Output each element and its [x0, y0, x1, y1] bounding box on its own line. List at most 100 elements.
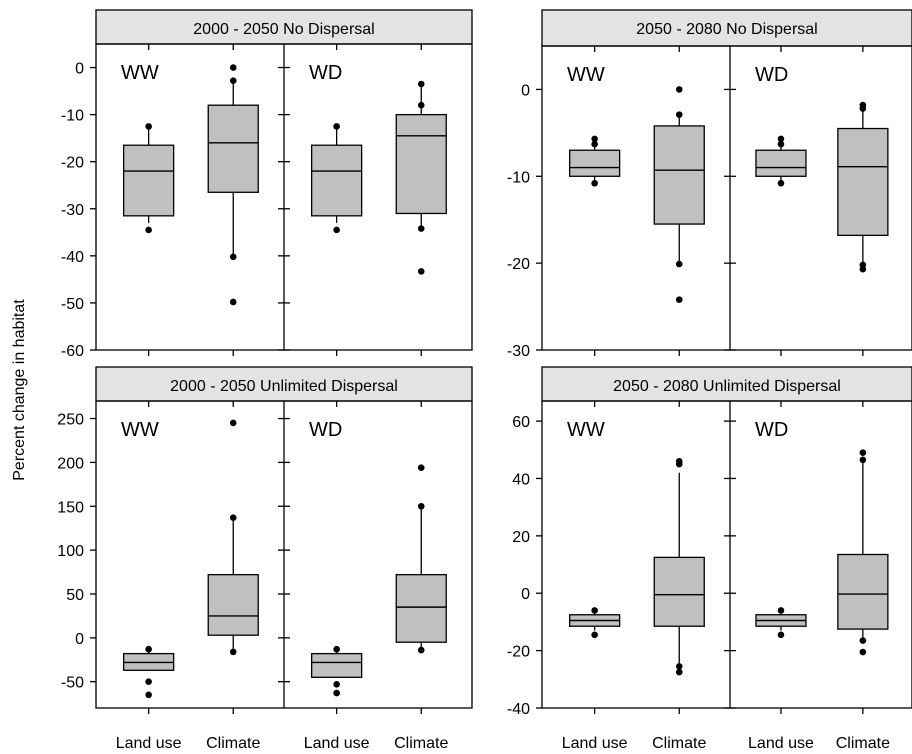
panel-label: WD: [755, 419, 788, 441]
outlier-point: [417, 101, 425, 109]
y-tick-label: 40: [512, 471, 530, 488]
plot-grid: 2000 - 2050 No Dispersal 0 -10 -20 -30 -40 -50…: [57, 9, 912, 752]
y-tick-label: -30: [61, 202, 84, 219]
y-tick-label: 100: [57, 543, 84, 560]
outlier-point: [591, 179, 598, 187]
y-tick-label: -20: [61, 155, 84, 172]
outlier-point: [145, 226, 152, 234]
outlier-point: [675, 296, 683, 303]
outlier-point: [417, 464, 425, 471]
outlier-point: [417, 80, 425, 88]
outlier-point: [333, 689, 340, 697]
box-land-use: [755, 135, 807, 187]
outlier-point: [777, 135, 785, 143]
box-land-use: [122, 123, 175, 234]
box-iqr: [122, 144, 175, 217]
outlier-point: [777, 179, 785, 187]
y-tick-label: 250: [57, 412, 84, 429]
outlier-point: [229, 648, 237, 656]
outlier-point: [145, 678, 152, 685]
outlier-point: [333, 645, 340, 653]
box-land-use: [568, 135, 621, 187]
box-iqr: [653, 556, 705, 627]
outlier-point: [229, 419, 237, 427]
y-tick-label: -40: [61, 249, 84, 266]
outlier-point: [591, 135, 598, 143]
x-tick-label: Climate: [394, 735, 448, 752]
box-climate: [395, 80, 447, 275]
box-iqr: [837, 127, 889, 236]
x-tick-label: Land use: [116, 735, 182, 752]
outlier-point: [675, 86, 683, 93]
box-climate: [207, 64, 259, 306]
x-tick-label: Land use: [562, 735, 628, 752]
chart-group: 2000 - 2050 No Dispersal 0 -10 -20 -30 -40 -50…: [61, 9, 473, 360]
chart-title: 2000 - 2050 No Dispersal: [193, 21, 374, 38]
x-tick-label: Land use: [748, 735, 814, 752]
x-tick-label: Climate: [206, 735, 260, 752]
outlier-point: [777, 607, 785, 614]
y-tick-label: -50: [61, 675, 84, 692]
panel-label: WD: [309, 62, 342, 84]
outlier-point: [777, 140, 785, 148]
y-tick-label: -10: [61, 108, 84, 125]
outlier-point: [859, 648, 867, 656]
y-tick-label: -20: [507, 256, 530, 273]
outlier-point: [145, 123, 152, 130]
y-tick-label: 0: [75, 61, 84, 78]
outlier-point: [229, 514, 237, 521]
y-tick-label: 0: [75, 631, 84, 648]
outlier-point: [859, 101, 867, 109]
box-climate: [653, 86, 705, 303]
outlier-point: [229, 64, 237, 71]
x-tick-label: Climate: [652, 735, 706, 752]
box-iqr: [755, 149, 807, 177]
chart-title: 2050 - 2080 No Dispersal: [636, 21, 817, 38]
outlier-point: [145, 645, 152, 653]
box-climate: [395, 464, 447, 654]
outlier-point: [675, 668, 683, 676]
chart-title: 2000 - 2050 Unlimited Dispersal: [170, 378, 398, 395]
outlier-point: [675, 111, 683, 118]
box-land-use: [122, 645, 175, 699]
panel-label: WD: [309, 419, 342, 441]
y-tick-label: -40: [507, 701, 530, 718]
outlier-point: [333, 123, 340, 130]
outlier-point: [333, 226, 340, 234]
y-axis-label: Percent change in habitat: [11, 299, 28, 481]
outlier-point: [859, 456, 867, 464]
box-iqr: [310, 144, 363, 217]
box-climate: [837, 449, 889, 656]
outlier-point: [591, 631, 598, 639]
y-tick-label: 200: [57, 455, 84, 472]
box-iqr: [395, 574, 447, 643]
y-tick-label: 20: [512, 529, 530, 546]
chart-title: 2050 - 2080 Unlimited Dispersal: [613, 378, 841, 395]
box-climate: [653, 457, 705, 676]
outlier-point: [417, 646, 425, 654]
outlier-point: [333, 681, 340, 688]
outlier-point: [591, 607, 598, 614]
x-tick-label: Climate: [836, 735, 890, 752]
y-tick-label: 50: [66, 587, 84, 604]
y-tick-label: 0: [521, 586, 530, 603]
box-land-use: [755, 607, 807, 639]
box-iqr: [568, 149, 621, 177]
panel-label: WW: [567, 64, 605, 86]
outlier-point: [859, 637, 867, 644]
outlier-point: [675, 457, 683, 465]
box-land-use: [310, 123, 363, 234]
chart-group: 2050 - 2080 Unlimited Dispersal 60 40 20 0 -2…: [507, 366, 912, 752]
outlier-point: [417, 502, 425, 510]
panel-label: WW: [567, 419, 605, 441]
strip-header: [95, 366, 473, 402]
x-tick-label: Land use: [304, 735, 370, 752]
y-tick-label: -60: [61, 343, 84, 360]
outlier-point: [859, 261, 867, 269]
y-tick-label: -30: [507, 343, 530, 360]
outlier-point: [675, 260, 683, 268]
y-tick-label: 150: [57, 499, 84, 516]
chart-group: 2000 - 2050 Unlimited Dispersal 250 200 150…: [57, 366, 473, 752]
box-iqr: [207, 104, 259, 193]
box-climate: [837, 101, 889, 273]
